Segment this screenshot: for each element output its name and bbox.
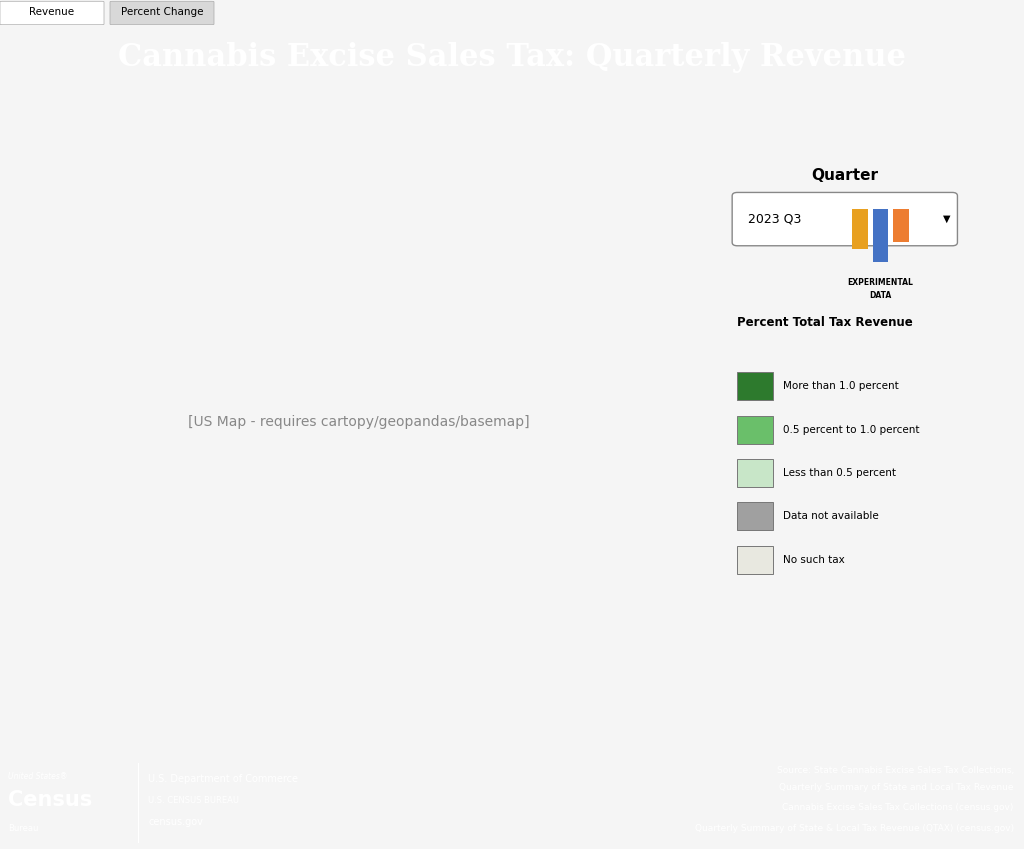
Bar (872, 209, 889, 262)
Text: 2023 Q3: 2023 Q3 (748, 212, 801, 226)
Text: DATA: DATA (869, 291, 892, 301)
Text: Cannabis Excise Sales Tax: Quarterly Revenue: Cannabis Excise Sales Tax: Quarterly Rev… (118, 42, 906, 73)
Text: EXPERIMENTAL: EXPERIMENTAL (848, 278, 913, 287)
Text: Less than 0.5 percent: Less than 0.5 percent (783, 468, 896, 478)
Text: United States®: United States® (8, 772, 68, 781)
Text: Cannabis Excise Sales Tax Collections (census.gov): Cannabis Excise Sales Tax Collections (c… (782, 803, 1014, 812)
Text: Percent Change: Percent Change (121, 8, 203, 17)
FancyBboxPatch shape (737, 373, 773, 401)
Text: Quarter: Quarter (811, 168, 879, 183)
Text: Census: Census (8, 790, 92, 811)
FancyBboxPatch shape (737, 459, 773, 487)
Text: No such tax: No such tax (783, 554, 845, 565)
Text: Data not available: Data not available (783, 511, 880, 521)
Text: Quarterly Summary of State and Local Tax Revenue: Quarterly Summary of State and Local Tax… (779, 783, 1014, 792)
Text: 0.5 percent to 1.0 percent: 0.5 percent to 1.0 percent (783, 424, 920, 435)
Text: U.S. CENSUS BUREAU: U.S. CENSUS BUREAU (148, 796, 240, 805)
Text: U.S. Department of Commerce: U.S. Department of Commerce (148, 774, 298, 784)
FancyBboxPatch shape (732, 193, 957, 245)
Text: Source: State Cannabis Excise Sales Tax Collections,: Source: State Cannabis Excise Sales Tax … (776, 766, 1014, 775)
FancyBboxPatch shape (737, 416, 773, 444)
Text: Bureau: Bureau (8, 824, 39, 833)
FancyBboxPatch shape (737, 503, 773, 531)
Text: [US Map - requires cartopy/geopandas/basemap]: [US Map - requires cartopy/geopandas/bas… (187, 415, 529, 430)
Text: Revenue: Revenue (30, 8, 75, 17)
FancyBboxPatch shape (737, 546, 773, 574)
Bar (893, 209, 908, 243)
Bar (852, 209, 868, 249)
FancyBboxPatch shape (0, 2, 104, 25)
Text: More than 1.0 percent: More than 1.0 percent (783, 381, 899, 391)
Text: ▼: ▼ (943, 214, 951, 224)
Text: Quarterly Summary of State & Local Tax Revenue (QTAX) (census.gov): Quarterly Summary of State & Local Tax R… (694, 824, 1014, 833)
FancyBboxPatch shape (110, 2, 214, 25)
Text: Percent Total Tax Revenue: Percent Total Tax Revenue (737, 316, 913, 329)
Text: census.gov: census.gov (148, 817, 204, 827)
